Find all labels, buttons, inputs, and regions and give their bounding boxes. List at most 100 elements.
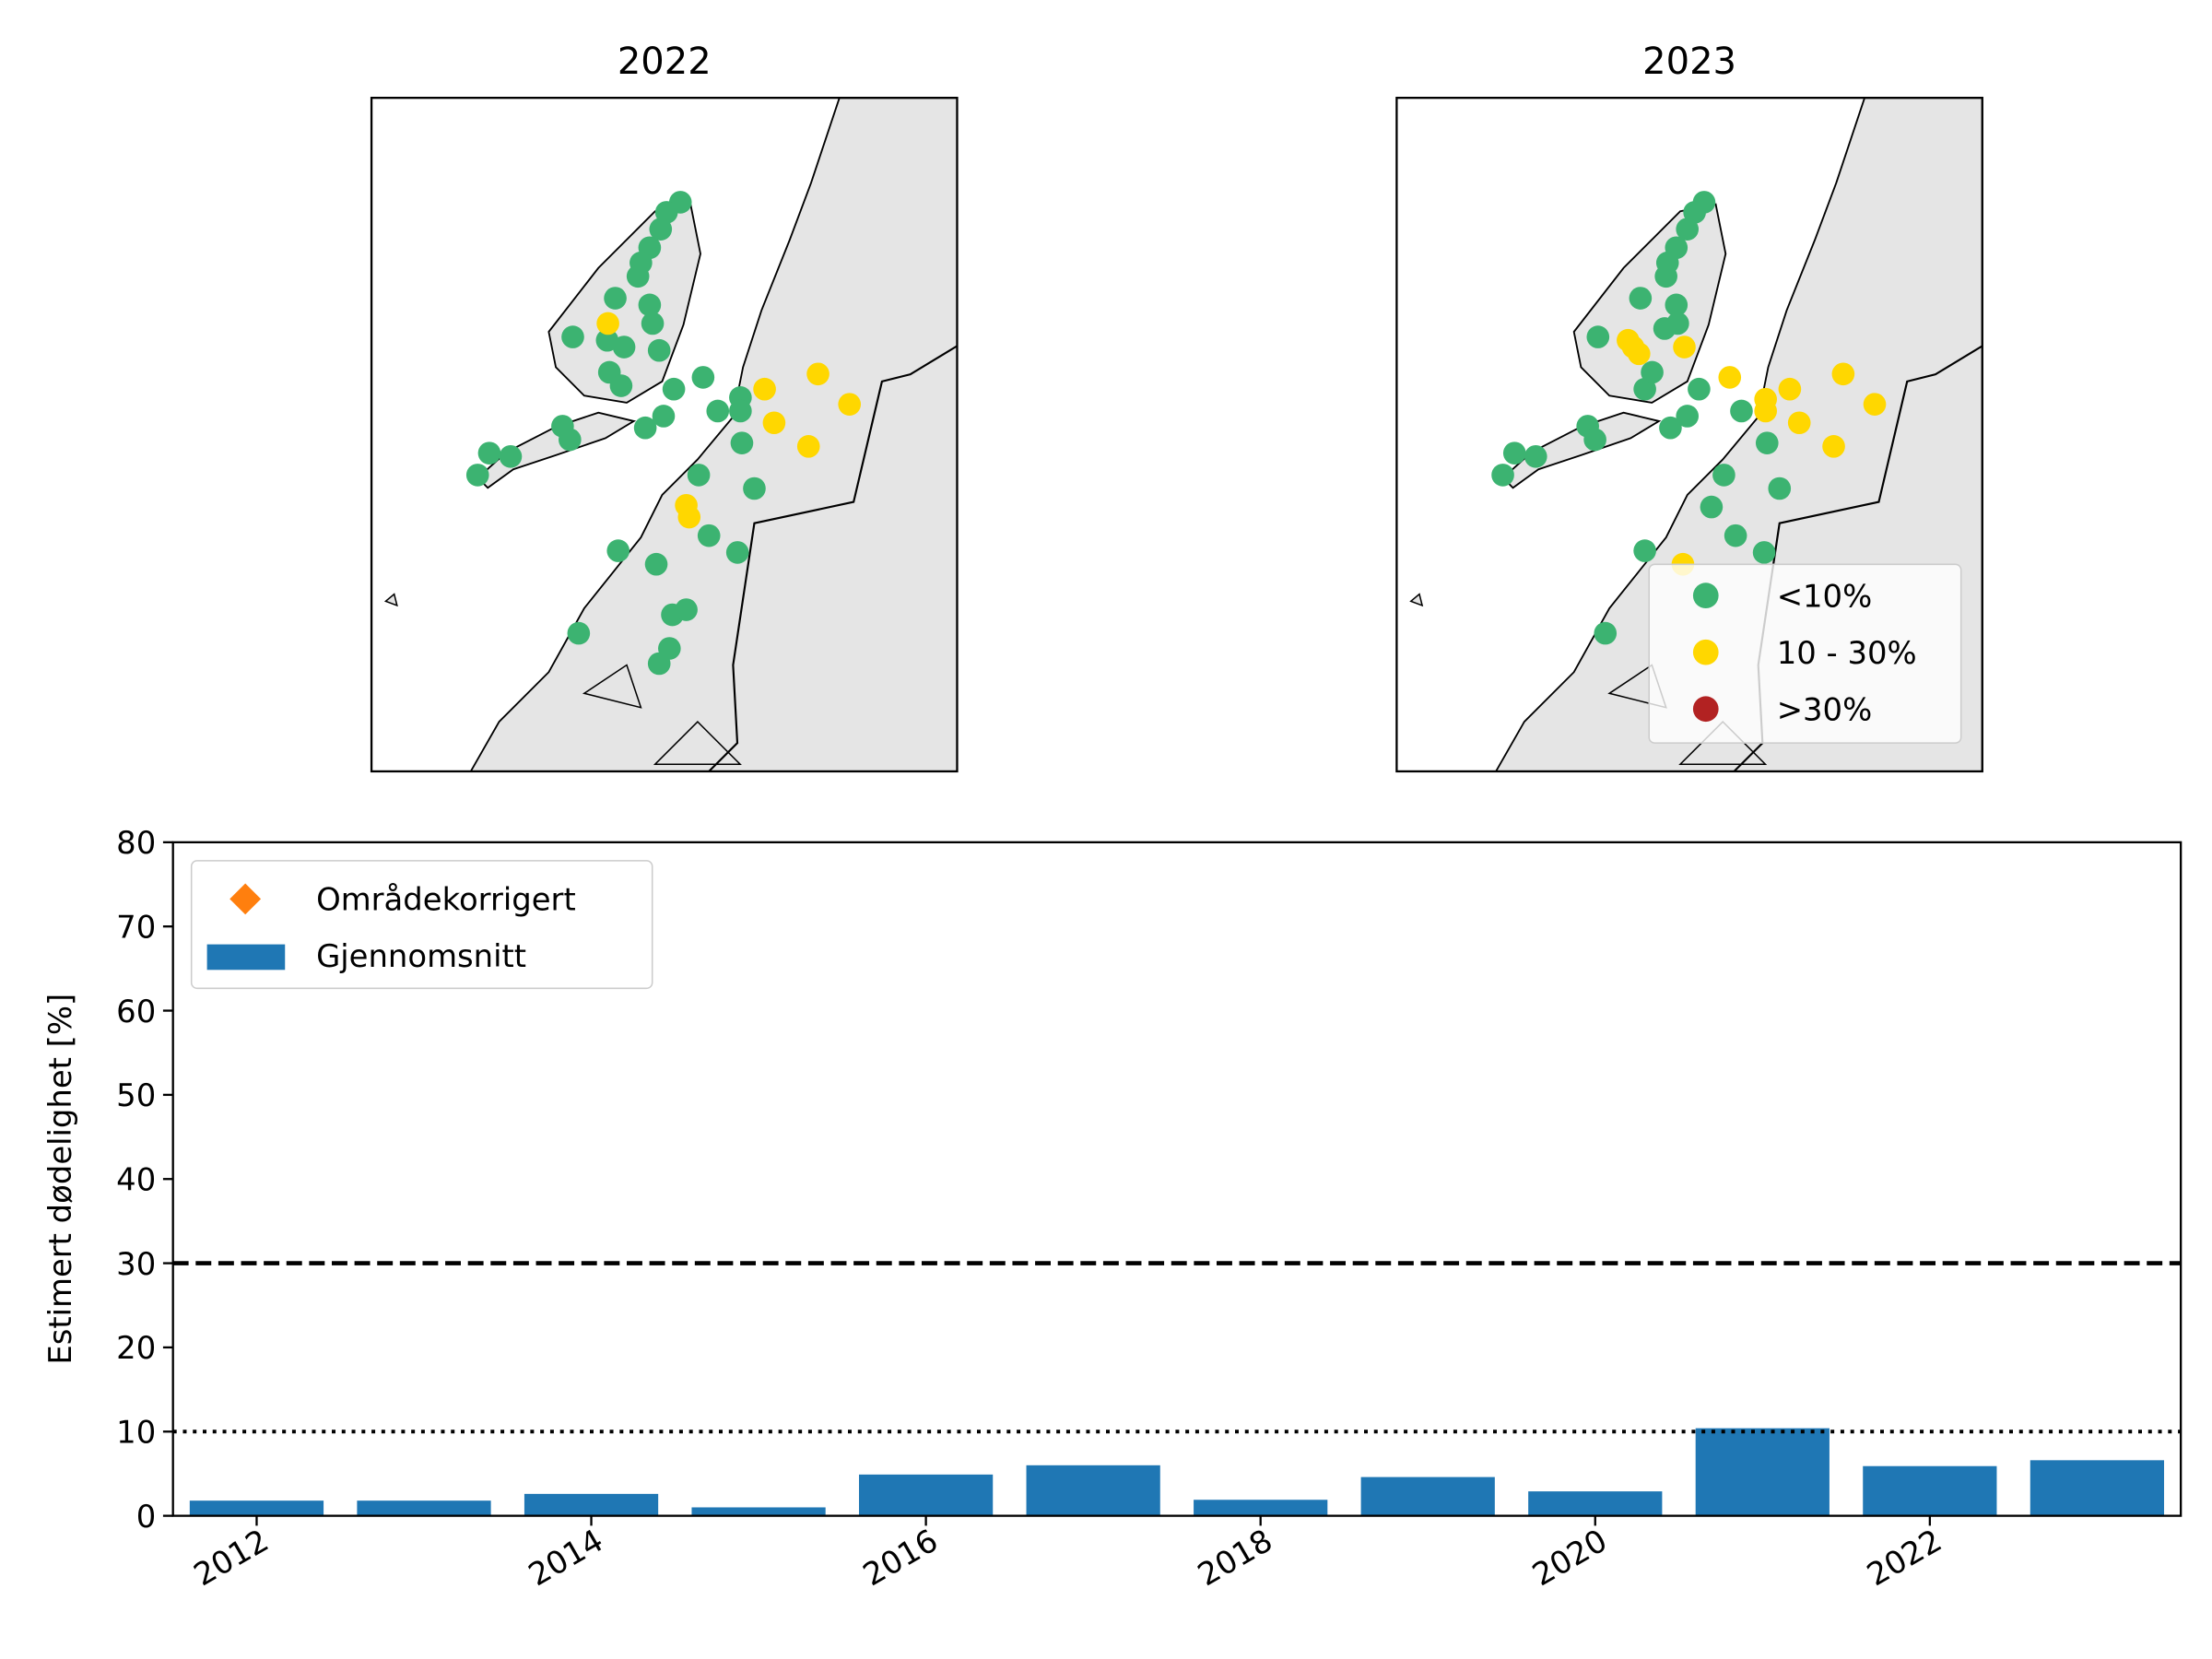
site-point	[1629, 287, 1653, 310]
site-point	[729, 399, 752, 423]
site-point	[1676, 218, 1700, 241]
site-point	[1778, 377, 1802, 401]
legend-marker	[1692, 639, 1719, 665]
site-point	[641, 312, 665, 335]
site-point	[567, 621, 591, 645]
x-tick-label: 2022	[1861, 1523, 1947, 1594]
site-point	[1586, 325, 1610, 348]
site-point	[638, 293, 662, 317]
site-point	[677, 505, 701, 529]
map-title: 2023	[1642, 41, 1736, 83]
site-point	[725, 541, 749, 564]
legend-label: Områdekorrigert	[316, 882, 576, 918]
site-point	[1768, 477, 1792, 500]
bar	[1863, 1465, 1997, 1516]
bar	[1026, 1465, 1160, 1516]
site-point	[626, 265, 650, 288]
site-point	[647, 652, 671, 676]
site-point	[596, 312, 619, 335]
site-point	[1863, 393, 1887, 416]
legend-label: Gjennomsnitt	[316, 938, 526, 974]
legend-box	[1648, 563, 1962, 744]
site-point	[1754, 399, 1777, 423]
site-point	[1583, 428, 1606, 452]
legend-box	[190, 860, 653, 990]
bar	[691, 1507, 826, 1516]
site-point	[499, 444, 523, 468]
x-tick-label: 2018	[1192, 1523, 1278, 1594]
bar	[859, 1474, 994, 1516]
y-tick-label: 40	[116, 1162, 156, 1198]
y-tick-label: 60	[116, 994, 156, 1030]
site-point	[762, 411, 786, 435]
legend-marker	[1692, 582, 1719, 608]
bar	[1528, 1491, 1663, 1516]
site-point	[730, 431, 754, 454]
site-point	[1688, 377, 1711, 401]
site-point	[806, 362, 830, 386]
y-tick-label: 50	[116, 1077, 156, 1113]
map-frame	[1395, 97, 1983, 773]
site-point	[1627, 342, 1651, 366]
site-point	[1718, 366, 1742, 389]
site-point	[1712, 464, 1735, 487]
site-point	[633, 416, 657, 440]
site-point	[691, 366, 715, 389]
bar	[189, 1500, 324, 1516]
site-point	[606, 539, 630, 562]
site-point	[644, 552, 668, 576]
site-point	[612, 335, 636, 359]
site-point	[1594, 621, 1618, 645]
bar	[2030, 1460, 2164, 1516]
y-tick-label: 30	[116, 1246, 156, 1282]
x-tick-label: 2020	[1526, 1523, 1613, 1594]
x-tick-label: 2016	[857, 1523, 944, 1594]
bar	[1695, 1428, 1830, 1516]
bar	[357, 1500, 491, 1516]
site-point	[1653, 317, 1677, 340]
legend-marker	[1692, 696, 1719, 723]
legend-label: >30%	[1777, 692, 1873, 728]
y-axis-label: Estimert dødelighet [%]	[42, 994, 78, 1365]
y-tick-label: 70	[116, 909, 156, 945]
site-point	[477, 441, 501, 465]
y-tick-label: 10	[116, 1415, 156, 1451]
site-point	[1641, 360, 1664, 384]
y-tick-label: 0	[136, 1499, 157, 1535]
legend-marker	[206, 944, 286, 971]
site-point	[1665, 293, 1688, 317]
x-tick-label: 2012	[188, 1523, 275, 1594]
y-tick-label: 20	[116, 1330, 156, 1366]
bar	[524, 1493, 659, 1516]
site-point	[1633, 539, 1656, 562]
site-point	[1724, 524, 1747, 547]
site-point	[604, 287, 627, 310]
site-point	[1822, 435, 1845, 458]
site-point	[1502, 441, 1526, 465]
site-point	[1755, 431, 1779, 454]
y-tick-label: 80	[116, 825, 156, 861]
map-title: 2022	[618, 41, 712, 83]
site-point	[743, 477, 766, 500]
legend-label: <10%	[1777, 578, 1873, 614]
site-point	[1659, 416, 1682, 440]
site-point	[652, 405, 676, 428]
site-point	[649, 218, 673, 241]
site-point	[838, 393, 862, 416]
site-point	[1491, 464, 1514, 487]
site-point	[1831, 362, 1855, 386]
site-point	[559, 428, 582, 452]
site-point	[465, 464, 489, 487]
site-point	[706, 399, 730, 423]
bar	[1194, 1500, 1328, 1516]
site-point	[753, 377, 776, 401]
site-point	[609, 374, 633, 397]
x-tick-label: 2014	[523, 1523, 609, 1594]
legend-marker	[229, 883, 262, 915]
site-point	[687, 464, 711, 487]
site-point	[662, 377, 686, 401]
bar	[1360, 1477, 1495, 1516]
site-point	[1787, 411, 1811, 435]
